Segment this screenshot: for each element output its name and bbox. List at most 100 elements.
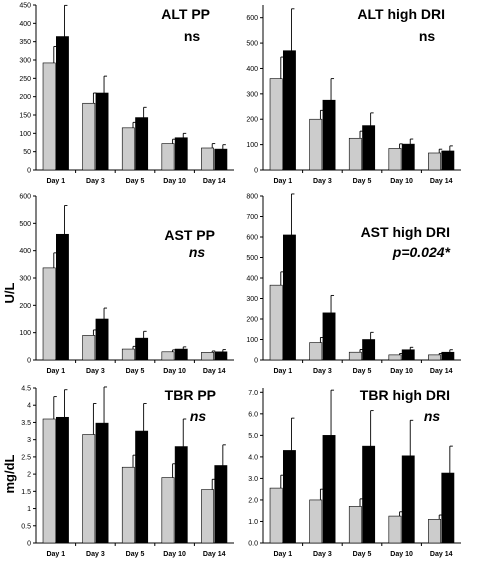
- chart-6-y-tick-label: 2.0: [248, 497, 258, 504]
- chart-4-y-tick-label: 800: [246, 194, 258, 201]
- chart-1-category-label: Day 14: [203, 178, 226, 185]
- chart-4-y-tick-label: 300: [246, 296, 258, 303]
- chart-6-category-label: Day 14: [430, 551, 453, 558]
- chart-6-y-tick-label: 1.0: [248, 519, 258, 526]
- chart-6-bar-black: [441, 472, 455, 544]
- chart-3-bar-black: [214, 351, 228, 361]
- chart-1-category-label: Day 1: [46, 178, 65, 185]
- chart-3-y-tick-label: 100: [19, 330, 31, 337]
- chart-6-bar-black: [362, 445, 376, 544]
- chart-1-bar-black: [174, 137, 188, 171]
- chart-3-y-tick-label: 500: [19, 221, 31, 228]
- chart-3-bar-gray: [161, 351, 175, 361]
- chart-1-y-tick-label: 350: [19, 39, 31, 46]
- chart-4-category-label: Day 3: [313, 368, 332, 375]
- chart-3-category-label: Day 1: [46, 368, 65, 375]
- chart-1-y-tick-label: 300: [19, 58, 31, 65]
- chart-2-y-tick-label: 400: [246, 66, 258, 73]
- chart-5-bar-black: [174, 446, 188, 544]
- chart-6-category-label: Day 3: [313, 551, 332, 558]
- chart-2-y-tick-label: 200: [246, 117, 258, 124]
- chart-6-bar-black: [322, 435, 336, 544]
- chart-5-bar-black: [135, 430, 149, 544]
- chart-2-bar-gray: [388, 148, 402, 171]
- chart-2-y-tick-label: 0: [254, 168, 258, 175]
- chart-6-y-tick-label: 0.0: [248, 541, 258, 548]
- chart-3-bar-black: [135, 337, 149, 361]
- chart-2-subtitle: ns: [419, 28, 436, 44]
- chart-4-bar-gray: [428, 354, 442, 361]
- chart-5-y-tick-label: 1: [27, 506, 31, 513]
- chart-5-bar-gray: [161, 477, 175, 544]
- chart-1-bar-black: [135, 117, 149, 171]
- chart-6-bar-gray: [388, 515, 402, 544]
- chart-1-bar-black: [214, 148, 228, 171]
- chart-6-bar-black: [401, 455, 415, 544]
- chart-5-category-label: Day 10: [163, 551, 186, 558]
- chart-5-bar-gray: [121, 466, 135, 544]
- chart-3-category-label: Day 3: [86, 368, 105, 375]
- chart-4-y-tick-label: 0: [254, 358, 258, 365]
- chart-4-bar-black: [362, 339, 376, 361]
- chart-6-y-tick-label: 6.0: [248, 411, 258, 418]
- chart-4-y-tick-label: 400: [246, 276, 258, 283]
- chart-3-bar-gray: [42, 267, 56, 361]
- chart-5-subtitle: ns: [190, 408, 207, 424]
- chart-5-y-tick-label: 4.5: [21, 386, 31, 393]
- chart-4-subtitle: p=0.024*: [392, 244, 451, 260]
- chart-4-y-tick-label: 700: [246, 214, 258, 221]
- chart-3-bar-gray: [121, 348, 135, 361]
- chart-2-bar-black: [282, 50, 296, 171]
- chart-5-y-tick-label: 2.5: [21, 454, 31, 461]
- chart-4-y-tick-label: 500: [246, 255, 258, 262]
- chart-1-title: ALT PP: [161, 6, 210, 22]
- chart-3-y-tick-label: 400: [19, 248, 31, 255]
- chart-1-y-tick-label: 200: [19, 94, 31, 101]
- chart-3-bar-gray: [201, 352, 214, 361]
- chart-4-bar-gray: [388, 354, 402, 361]
- chart-4-bar-black: [322, 312, 336, 361]
- chart-2-y-tick-label: 300: [246, 91, 258, 98]
- chart-1-category-label: Day 3: [86, 178, 105, 185]
- chart-1-y-tick-label: 100: [19, 131, 31, 138]
- chart-4-title: AST high DRI: [361, 224, 450, 240]
- chart-3-y-tick-label: 200: [19, 303, 31, 310]
- chart-6-y-tick-label: 4.0: [248, 454, 258, 461]
- chart-6-bar-gray: [348, 506, 362, 544]
- chart-2-category-label: Day 10: [390, 178, 413, 185]
- chart-2-bar-gray: [428, 152, 442, 171]
- chart-3-y-tick-label: 600: [19, 194, 31, 201]
- chart-5-bar-gray: [42, 418, 56, 544]
- chart-4-y-tick-label: 200: [246, 317, 258, 324]
- chart-4-bar-black: [282, 234, 296, 361]
- chart-2-category-label: Day 3: [313, 178, 332, 185]
- chart-2-bar-gray: [309, 118, 323, 171]
- chart-6-bar-gray: [428, 519, 442, 544]
- chart-3-category-label: Day 14: [203, 368, 226, 375]
- chart-2-y-tick-label: 100: [246, 142, 258, 149]
- chart-3-subtitle: ns: [189, 244, 206, 260]
- chart-5-y-tick-label: 4: [27, 403, 31, 410]
- chart-1-bar-gray: [42, 62, 56, 171]
- chart-2-category-label: Day 1: [273, 178, 292, 185]
- chart-1-category-label: Day 10: [163, 178, 186, 185]
- chart-5-title: TBR PP: [165, 387, 216, 403]
- chart-3-bar-gray: [82, 335, 96, 361]
- chart-4-category-label: Day 10: [390, 368, 413, 375]
- chart-1-bar-gray: [82, 102, 96, 171]
- chart-1-y-tick-label: 400: [19, 21, 31, 28]
- chart-5-y-tick-label: 2: [27, 472, 31, 479]
- chart-5-bar-gray: [82, 434, 96, 544]
- chart-6-bar-gray: [309, 499, 323, 544]
- chart-2-y-tick-label: 600: [246, 15, 258, 22]
- chart-6-bar-black: [282, 450, 296, 544]
- chart-5-y-tick-label: 0: [27, 541, 31, 548]
- chart-5-y-tick-label: 3.5: [21, 420, 31, 427]
- chart-5-bar-black: [55, 416, 69, 544]
- chart-4-y-tick-label: 600: [246, 235, 258, 242]
- chart-4-category-label: Day 14: [430, 368, 453, 375]
- chart-6-category-label: Day 1: [273, 551, 292, 558]
- chart-5-y-tick-label: 3: [27, 437, 31, 444]
- chart-2-category-label: Day 14: [430, 178, 453, 185]
